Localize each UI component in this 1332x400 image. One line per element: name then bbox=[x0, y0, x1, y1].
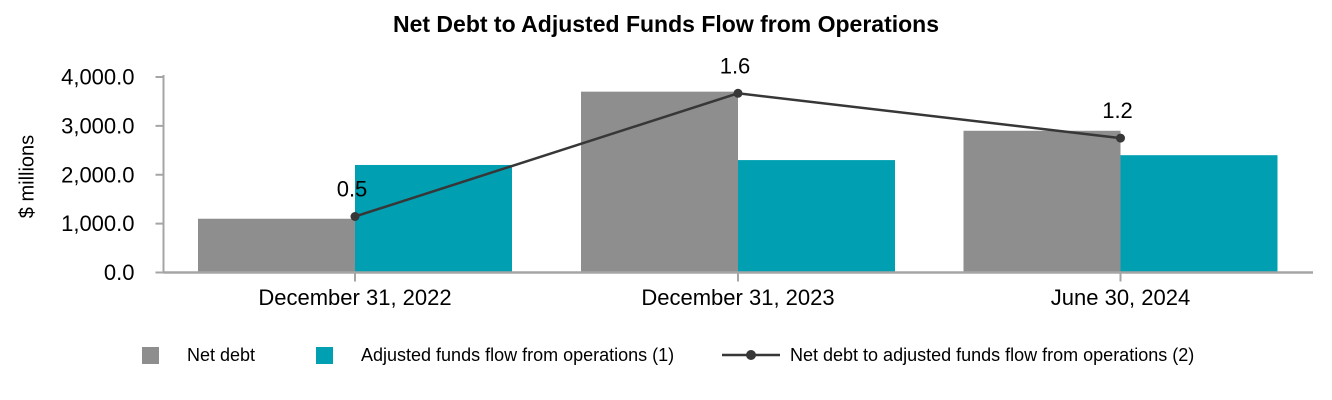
ratio-point-label-1: 1.6 bbox=[720, 53, 751, 78]
ratio-marker-0 bbox=[350, 212, 360, 221]
y-tick-label-3: 1,000.0 bbox=[61, 211, 134, 236]
legend-label-net-debt: Net debt bbox=[187, 344, 256, 365]
plot-area: 4,000.0 3,000.0 2,000.0 1,000.0 0.0 December … bbox=[61, 53, 1313, 310]
x-category-label-2: June 30, 2024 bbox=[1051, 285, 1190, 310]
legend-label-affo: Adjusted funds flow from operations (1) bbox=[361, 344, 675, 365]
affo-swatch bbox=[316, 346, 333, 364]
net-debt-swatch bbox=[142, 346, 159, 364]
legend-item-ratio: Net debt to adjusted funds flow from ope… bbox=[722, 344, 1195, 365]
y-tick-label-0: 4,000.0 bbox=[61, 65, 134, 90]
y-tick-label-2: 2,000.0 bbox=[61, 162, 134, 187]
y-tick-label-4: 0.0 bbox=[104, 260, 135, 285]
ratio-marker-1 bbox=[733, 88, 743, 98]
bar-net-debt-2 bbox=[963, 130, 1121, 273]
ratio-point-label-2: 1.2 bbox=[1102, 98, 1133, 123]
ratio-point-label-0: 0.5 bbox=[337, 177, 368, 202]
bar-net-debt-0 bbox=[198, 218, 355, 273]
legend-item-affo: Adjusted funds flow from operations (1) bbox=[316, 344, 675, 365]
legend: Net debt Adjusted funds flow from operat… bbox=[0, 340, 1332, 370]
y-tick-label-1: 3,000.0 bbox=[61, 113, 134, 138]
legend-label-ratio: Net debt to adjusted funds flow from ope… bbox=[790, 344, 1195, 365]
bar-affo-2 bbox=[1120, 155, 1278, 273]
bar-affo-1 bbox=[738, 160, 895, 273]
ratio-marker-2 bbox=[1116, 133, 1125, 143]
legend-item-net-debt: Net debt bbox=[142, 344, 256, 365]
x-category-label-0: December 31, 2022 bbox=[258, 285, 451, 310]
bar-net-debt-1 bbox=[581, 91, 738, 273]
chart-title: Net Debt to Adjusted Funds Flow from Ope… bbox=[392, 11, 940, 37]
bar-affo-0 bbox=[355, 164, 512, 273]
ratio-line-swatch bbox=[722, 350, 780, 360]
x-category-label-1: December 31, 2023 bbox=[641, 285, 834, 310]
